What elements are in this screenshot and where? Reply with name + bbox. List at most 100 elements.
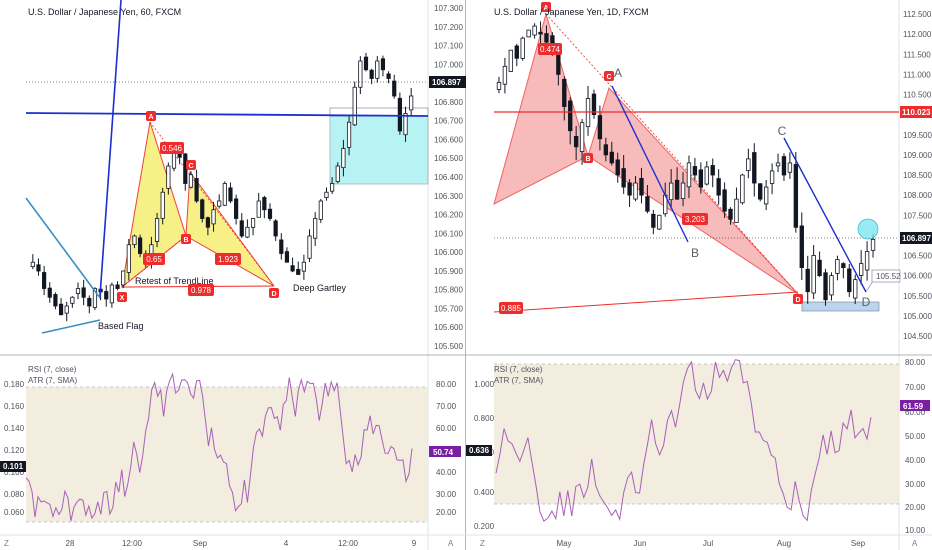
time-axis-label: 12:00 <box>338 539 359 548</box>
ratio-value: 1.923 <box>218 255 239 264</box>
price-axis-label: 106.000 <box>434 248 463 257</box>
candle-body <box>526 29 531 38</box>
resistance-level-line <box>25 112 429 117</box>
candle-body <box>279 239 284 254</box>
candle-body <box>358 60 363 88</box>
zoom-icon[interactable]: Z <box>4 539 9 548</box>
price-axis-label: 105.600 <box>434 323 463 332</box>
flag-lower-line <box>41 319 101 334</box>
atr-axis-label: 0.140 <box>4 424 25 433</box>
rsi-line <box>495 359 872 522</box>
candle-body <box>109 284 114 304</box>
price-axis-label: 105.700 <box>434 304 463 313</box>
pattern-point-label: B <box>183 237 188 244</box>
price-axis-label: 106.500 <box>434 154 463 163</box>
price-axis-label: 107.000 <box>434 60 463 69</box>
price-axis-label: 105.500 <box>903 292 932 301</box>
ratio-badge <box>160 142 184 154</box>
time-axis-label: May <box>556 539 571 548</box>
auto-scale-icon[interactable]: A <box>912 539 918 548</box>
time-axis-label: 28 <box>66 539 75 548</box>
pattern-point-label: C <box>188 163 193 170</box>
rsi-axis-label: 70.00 <box>905 383 926 392</box>
candle-body <box>47 287 52 298</box>
candle-body <box>397 97 402 132</box>
atr-axis-label: 0.180 <box>4 380 25 389</box>
candle-body <box>686 162 692 188</box>
price-axis-label: 108.000 <box>903 191 932 200</box>
rsi-axis-label: 60.00 <box>436 424 457 433</box>
pattern-point-label: X <box>120 295 125 302</box>
candle-body <box>710 165 715 176</box>
candle-body <box>864 251 870 271</box>
candle-body <box>758 183 763 200</box>
candle-body <box>217 200 222 207</box>
candle-body <box>538 31 543 35</box>
current-price-tag <box>429 76 466 88</box>
candle-body <box>256 200 261 218</box>
abcd-point-label: A <box>614 66 622 80</box>
candle-body <box>53 294 58 307</box>
candle-body <box>250 218 256 228</box>
candle-body <box>615 159 620 176</box>
rsi-axis-label: 80.00 <box>905 358 926 367</box>
current-price-value: 106.897 <box>902 234 931 243</box>
atr-axis-label: 0.100 <box>4 468 25 477</box>
abcd-point-label: D <box>862 295 871 309</box>
price-axis-label: 105.900 <box>434 267 463 276</box>
pattern-point-badge <box>583 153 593 163</box>
rsi-value: 50.74 <box>433 448 454 457</box>
candle-body <box>793 164 799 228</box>
candle-body <box>496 82 502 90</box>
price-axis-label: 107.300 <box>434 4 463 13</box>
candle-body <box>514 45 519 59</box>
pattern-point-label: D <box>795 297 800 304</box>
atr-value: 0.101 <box>3 462 24 471</box>
atr-value: 0.636 <box>469 446 490 455</box>
zoom-icon[interactable]: Z <box>480 539 485 548</box>
price-axis-label: 111.500 <box>903 50 931 59</box>
candle-body <box>318 200 323 220</box>
candle-body <box>752 152 757 184</box>
candle-body <box>847 268 852 293</box>
price-axis-label: 112.500 <box>903 10 932 19</box>
candle-body <box>194 178 199 202</box>
candle-body <box>674 179 680 200</box>
atr-axis-label: 0.200 <box>474 522 495 531</box>
candle-body <box>698 169 704 188</box>
right-atr-label: ATR (7, SMA) <box>494 376 544 385</box>
current-price-tag <box>900 232 932 244</box>
candle-body <box>126 244 131 273</box>
candle-body <box>858 263 864 276</box>
candle-body <box>228 187 233 202</box>
candle-body <box>651 213 656 228</box>
candle-body <box>262 197 267 211</box>
candle-body <box>346 121 352 148</box>
left-chart-svg: 107.300107.200107.100107.000106.900106.8… <box>0 0 466 550</box>
candle-body <box>520 37 525 59</box>
rsi-axis-label: 20.00 <box>436 508 457 517</box>
candle-body <box>363 56 369 71</box>
abcd-ab-line <box>611 85 689 243</box>
pattern-point-badge <box>269 288 279 298</box>
ratio-badge <box>538 43 562 55</box>
price-axis-label: 106.500 <box>903 252 932 261</box>
atr-axis-label: 1.000 <box>474 380 495 389</box>
pattern-xab-shape <box>493 12 589 205</box>
auto-scale-icon[interactable]: A <box>448 539 454 548</box>
price-axis-label: 107.100 <box>434 42 463 51</box>
candle-body <box>64 305 69 314</box>
price-axis-label: 106.000 <box>903 272 932 281</box>
candle-body <box>36 264 41 272</box>
level-callout-box <box>871 269 901 283</box>
candle-body <box>609 151 614 164</box>
candle-body <box>42 272 47 289</box>
candle-body <box>597 115 603 140</box>
candle-body <box>621 168 626 188</box>
candle-body <box>245 226 250 238</box>
price-axis-label: 106.600 <box>434 135 463 144</box>
level-price-tag <box>900 106 932 118</box>
candle-body <box>704 166 709 185</box>
current-price-value: 106.897 <box>432 78 461 87</box>
candle-body <box>273 220 278 237</box>
